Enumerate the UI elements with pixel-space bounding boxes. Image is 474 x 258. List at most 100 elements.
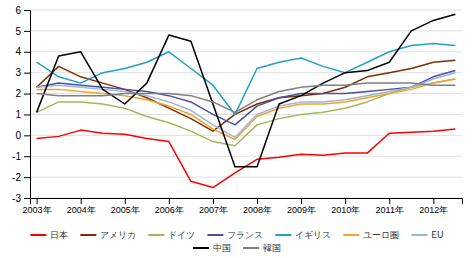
legend-swatch (343, 234, 359, 236)
tick-mark (24, 31, 30, 32)
grid (30, 10, 462, 198)
legend-item: 日本 (30, 230, 68, 240)
grid-line (30, 72, 462, 73)
plot-area: -3-2-101234562003年2004年2005年2006年2007年20… (12, 5, 462, 216)
legend-label: 中国 (213, 243, 231, 253)
tick-label: 2 (15, 88, 21, 99)
series-line (37, 79, 456, 140)
x-tick: 2011年 (376, 198, 404, 215)
series-group (37, 14, 456, 187)
tick-label: 3 (15, 67, 21, 78)
y-tick: 3 (15, 67, 30, 78)
tick-mark (345, 198, 346, 204)
y-tick: 4 (15, 46, 30, 57)
tick-mark (125, 198, 126, 204)
legend-swatch (207, 234, 223, 236)
tick-mark (24, 10, 30, 11)
tick-label: 2003年 (23, 205, 52, 215)
x-tick: 2007年 (199, 198, 228, 215)
legend-item: EU (411, 230, 443, 240)
y-tick: -2 (12, 172, 30, 183)
tick-label: 2012年 (419, 205, 448, 215)
tick-mark (301, 198, 302, 204)
tick-mark (24, 52, 30, 53)
x-tick: 2006年 (155, 198, 184, 215)
grid-line (30, 156, 462, 157)
tick-label: 2010年 (331, 205, 360, 215)
tick-label: 2009年 (287, 205, 316, 215)
tick-label: 4 (15, 46, 21, 57)
tick-mark (257, 198, 258, 204)
tick-mark (24, 114, 30, 115)
tick-label: 2008年 (243, 205, 272, 215)
grid-line (30, 10, 462, 11)
series-line (37, 60, 456, 131)
tick-mark (37, 198, 38, 204)
series-line (37, 71, 456, 125)
y-tick: 5 (15, 26, 30, 37)
tick-label: 2006年 (155, 205, 184, 215)
legend-swatch (275, 234, 291, 236)
legend-label: 日本 (50, 230, 68, 240)
x-tick: 2005年 (111, 198, 140, 215)
chart-container: -3-2-101234562003年2004年2005年2006年2007年20… (0, 0, 474, 258)
axis-line (24, 11, 31, 199)
legend-swatch (411, 234, 427, 236)
y-tick: 1 (15, 109, 30, 120)
chart-svg: -3-2-101234562003年2004年2005年2006年2007年20… (0, 0, 474, 258)
legend-swatch (80, 234, 96, 236)
x-tick: 2003年 (23, 198, 52, 215)
x-axis: 2003年 2004年 2005年 2006年 2007年 2008年 2009年 2010年… (23, 198, 463, 215)
legend-label: アメリカ (100, 230, 136, 240)
tick-mark (24, 198, 30, 199)
legend-label: ドイツ (168, 230, 195, 240)
tick-mark (24, 135, 30, 136)
x-tick: 2012年 (419, 198, 448, 215)
tick-label: 2011年 (376, 205, 404, 215)
series-line (37, 14, 456, 166)
legend-swatch (193, 247, 209, 249)
legend-label: イギリス (295, 230, 331, 240)
y-tick: 6 (15, 5, 30, 16)
tick-mark (81, 198, 82, 204)
tick-label: -2 (12, 172, 21, 183)
legend-swatch (243, 247, 259, 249)
y-axis: -3 -2 -1 0 1 2 3 4 5 6 (12, 5, 30, 204)
legend-swatch (148, 234, 164, 236)
legend-item: アメリカ (80, 230, 136, 240)
y-tick: 0 (15, 130, 30, 141)
y-tick: -1 (12, 151, 30, 162)
tick-label: 0 (15, 130, 21, 141)
legend-label: ユーロ圏 (363, 230, 399, 240)
grid-line (30, 177, 462, 178)
tick-mark (213, 198, 214, 204)
tick-mark (24, 94, 30, 95)
tick-mark (433, 198, 434, 204)
legend-label: 韓国 (263, 243, 281, 253)
series-line (37, 129, 456, 187)
tick-label: -3 (12, 193, 21, 204)
legend-item: フランス (207, 230, 263, 240)
tick-label: 2004年 (67, 205, 96, 215)
legend: 日本 アメリカ ドイツ フランス イギリス ユーロ圏 EU 中国 韓国 (30, 230, 443, 253)
tick-mark (24, 73, 30, 74)
legend-item: イギリス (275, 230, 331, 240)
tick-mark (169, 198, 170, 204)
legend-item: ドイツ (148, 230, 195, 240)
tick-label: 5 (15, 26, 21, 37)
y-tick: -3 (12, 193, 30, 204)
axis-line (31, 199, 463, 205)
legend-swatch (30, 234, 46, 236)
x-tick: 2010年 (331, 198, 360, 215)
x-tick: 2004年 (67, 198, 96, 215)
tick-label: -1 (12, 151, 21, 162)
tick-label: 2005年 (111, 205, 140, 215)
tick-label: 1 (15, 109, 21, 120)
series-line (37, 43, 456, 114)
tick-label: 6 (15, 5, 21, 16)
legend-item: ユーロ圏 (343, 230, 399, 240)
grid-line (30, 30, 462, 31)
x-tick: 2008年 (243, 198, 272, 215)
legend-label: フランス (227, 230, 263, 240)
legend-label: EU (431, 230, 443, 240)
